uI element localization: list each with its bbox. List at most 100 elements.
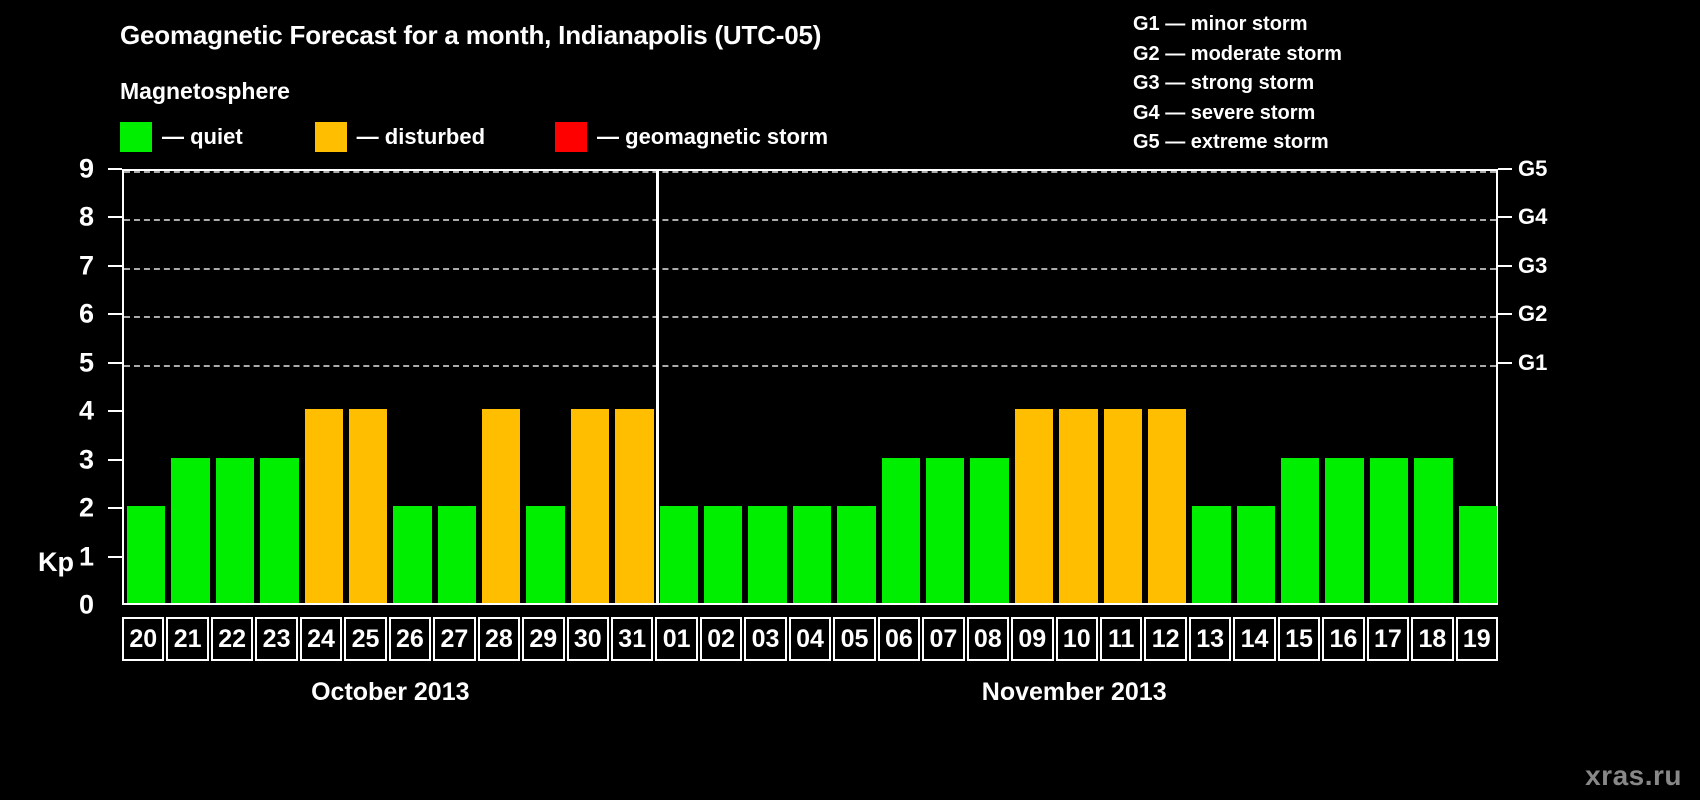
date-label-14: 14 <box>1233 617 1276 661</box>
date-label-08: 08 <box>966 617 1010 661</box>
bar-21 <box>171 457 210 603</box>
date-label-05: 05 <box>833 617 876 661</box>
g-tick-label-G2: G2 <box>1518 301 1548 327</box>
y-tick-label-3: 3 <box>78 444 94 475</box>
y-tick-label-4: 4 <box>78 395 94 426</box>
bar-31 <box>615 409 654 603</box>
bar-29 <box>526 506 565 603</box>
legend-item-disturbed: — disturbed <box>314 122 486 152</box>
legend-heading: Magnetosphere <box>120 78 290 104</box>
date-axis-labels: 20 21 22 23 24 25 26 27 28 29 30 31 01 02 03 04 05 06 07 08… <box>122 617 1499 661</box>
legend-label-disturbed: — disturbed <box>356 124 486 149</box>
storm-scale-g5: G5 — extreme storm <box>1133 131 1329 153</box>
chart-bars-container <box>124 171 1497 603</box>
green-swatch-icon <box>120 122 152 152</box>
date-label-06: 06 <box>877 617 921 661</box>
bar-20 <box>127 506 166 603</box>
bar-14 <box>1236 506 1276 603</box>
g-tick-label-G3: G3 <box>1518 252 1548 278</box>
bar-22 <box>215 457 255 603</box>
storm-scale-g2: G2 — moderate storm <box>1133 42 1342 65</box>
gridline-kp-7 <box>124 267 1496 270</box>
date-label-15: 15 <box>1277 617 1321 661</box>
g-tick-mark-G2 <box>1498 313 1512 316</box>
bar-11 <box>1103 409 1142 603</box>
date-label-24: 24 <box>299 617 343 661</box>
y-tick-label-9: 9 <box>78 153 94 184</box>
bar-12 <box>1147 409 1187 603</box>
date-label-01: 01 <box>655 617 698 661</box>
bar-01 <box>659 506 699 603</box>
y-tick-mark-3 <box>108 458 122 461</box>
g-tick-label-G5: G5 <box>1518 156 1548 181</box>
bar-24 <box>304 409 343 603</box>
bar-17 <box>1369 457 1409 603</box>
bar-13 <box>1192 506 1231 603</box>
bar-16 <box>1325 457 1364 603</box>
g-tick-label-G1: G1 <box>1518 349 1548 375</box>
date-label-22: 22 <box>210 617 254 661</box>
legend: — quiet — disturbed — geomagnetic storm <box>120 122 828 152</box>
bar-30 <box>570 409 610 603</box>
y-tick-mark-8 <box>108 216 122 219</box>
y-tick-mark-1 <box>108 555 122 558</box>
bar-25 <box>348 409 388 603</box>
bar-09 <box>1014 409 1054 603</box>
g-tick-mark-G5 <box>1498 168 1512 170</box>
gridline-kp-9 <box>124 171 1496 173</box>
legend-item-quiet: — quiet <box>120 122 243 152</box>
y-tick-mark-9 <box>108 168 122 170</box>
date-label-31: 31 <box>610 617 654 661</box>
date-label-29: 29 <box>522 617 565 661</box>
bar-03 <box>748 506 787 603</box>
date-label-21: 21 <box>166 617 209 661</box>
date-label-10: 10 <box>1055 617 1098 661</box>
date-label-13: 13 <box>1188 617 1232 661</box>
month-label-1: October 2013 <box>311 678 470 706</box>
storm-scale-g3: G3 — strong storm <box>1133 72 1315 94</box>
date-label-19: 19 <box>1455 617 1499 661</box>
bar-26 <box>393 506 432 603</box>
storm-scale-g4: G4 — severe storm <box>1133 101 1316 124</box>
date-label-27: 27 <box>433 617 476 661</box>
bar-04 <box>792 506 832 603</box>
red-swatch-icon <box>555 122 588 152</box>
watermark: xras.ru <box>1585 760 1682 791</box>
storm-scale-g1: G1 — minor storm <box>1133 13 1308 35</box>
date-label-18: 18 <box>1411 617 1454 661</box>
date-label-20: 20 <box>122 617 165 661</box>
bar-10 <box>1059 409 1098 603</box>
bar-27 <box>437 506 477 603</box>
bar-07 <box>925 457 965 603</box>
y-tick-mark-7 <box>108 264 122 267</box>
y-tick-mark-5 <box>108 361 122 364</box>
bar-08 <box>970 457 1009 603</box>
y-tick-label-1: 1 <box>78 541 94 572</box>
gridline-kp-8 <box>124 219 1496 222</box>
date-label-26: 26 <box>388 617 432 661</box>
bar-06 <box>881 457 920 603</box>
bar-19 <box>1458 506 1497 603</box>
month-labels: October 2013 November 2013 <box>122 678 1498 718</box>
y-tick-mark-6 <box>108 313 122 316</box>
date-label-04: 04 <box>788 617 832 661</box>
month-label-2: November 2013 <box>981 678 1167 706</box>
g-tick-label-G4: G4 <box>1518 204 1548 230</box>
g-scale-axis: G1 G2 G3 G4 G5 <box>1498 156 1618 605</box>
y-axis: Kp 9 8 7 6 5 4 3 2 1 0 <box>0 154 122 620</box>
y-axis-title: Kp <box>38 547 74 577</box>
y-tick-label-5: 5 <box>78 347 94 378</box>
date-label-25: 25 <box>344 617 387 661</box>
date-label-16: 16 <box>1322 617 1365 661</box>
y-tick-label-7: 7 <box>78 250 94 281</box>
y-tick-label-8: 8 <box>78 201 94 232</box>
chart-plot-area <box>122 169 1498 605</box>
date-label-02: 02 <box>699 617 743 661</box>
date-label-07: 07 <box>922 617 965 661</box>
date-label-30: 30 <box>566 617 609 661</box>
g-tick-mark-G4 <box>1498 216 1512 219</box>
date-label-17: 17 <box>1366 617 1410 661</box>
legend-label-quiet: — quiet <box>162 124 243 149</box>
y-tick-label-6: 6 <box>78 298 94 329</box>
legend-item-storm: — geomagnetic storm <box>555 122 828 152</box>
